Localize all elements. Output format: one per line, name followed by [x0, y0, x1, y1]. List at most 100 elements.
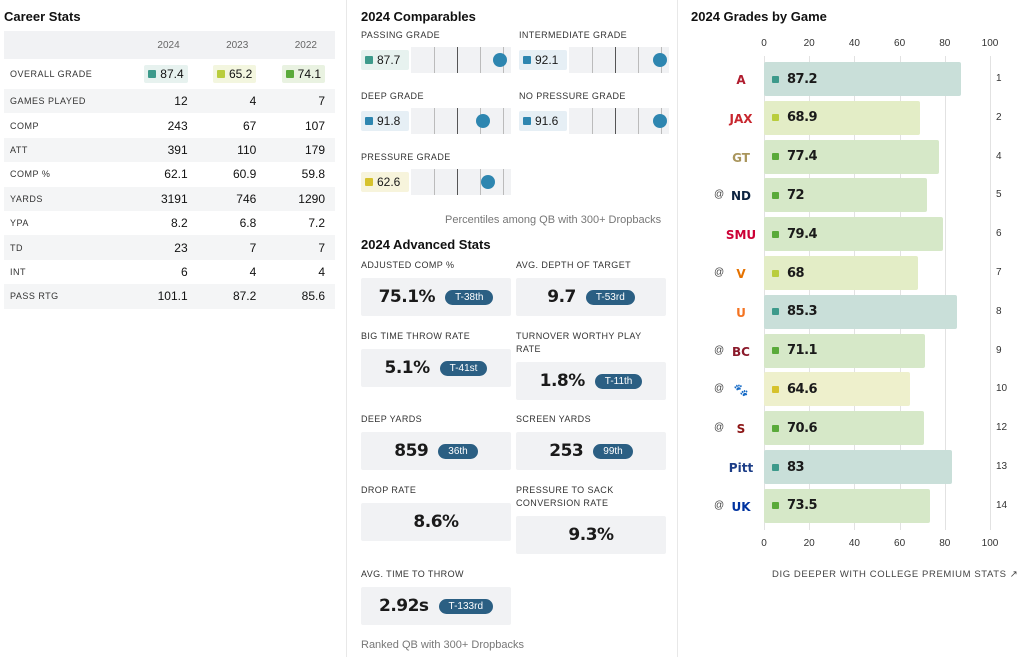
advanced-stat-card: SCREEN YARDS 253 99th [516, 413, 666, 470]
percentile-dot [653, 53, 668, 67]
grade-bar: 70.6 [764, 411, 924, 446]
advanced-stat-card: BIG TIME THROW RATE 5.1% T-41st [361, 330, 511, 387]
stat-cell: 4 [318, 264, 325, 279]
stat-cell: 1290 [266, 186, 335, 211]
grade-badge: 74.1 [281, 65, 325, 83]
rank-badge: T-53rd [585, 289, 635, 305]
advanced-stat-card: DROP RATE 8.6% [361, 484, 511, 541]
stat-cell: 4 [197, 89, 267, 114]
comparable-value: 91.6 [535, 114, 559, 128]
grade-color-square [772, 191, 779, 199]
row-label: GAMES PLAYED [4, 89, 129, 114]
grid-line [809, 56, 811, 530]
axis-tick-label: 60 [894, 38, 906, 49]
away-marker: @ [714, 344, 725, 356]
year-header: 2022 [266, 31, 335, 59]
grade-color-square [285, 70, 294, 78]
stat-cell: 60.9 [232, 167, 257, 182]
axis-tick-label: 60 [894, 538, 906, 549]
grade-bar: 87.2 [764, 62, 962, 96]
grade-badge: 87.4 [144, 65, 188, 83]
game-row[interactable]: @ 🐾 64.6 10 [700, 372, 1020, 408]
stat-cell: 4 [249, 264, 257, 279]
advanced-stat-value: 1.8% [539, 371, 586, 391]
career-stats-title: Career Stats [4, 9, 81, 24]
grade-cell: 87.4 [129, 59, 198, 89]
rank-badge: 99th [593, 443, 633, 459]
game-row[interactable]: GT 77.4 4 [700, 139, 1020, 176]
grade-color-square [365, 56, 373, 64]
advanced-stat-label: DROP RATE [361, 485, 417, 495]
grade-color-square [772, 114, 779, 122]
grade-value: 71.1 [787, 343, 818, 359]
percentile-dot [481, 175, 496, 189]
opponent-logo-icon: 🐾 [733, 383, 749, 398]
week-number: 8 [996, 305, 1002, 317]
grade-color-square [523, 56, 531, 64]
opponent-logo-icon: ND [730, 189, 751, 204]
comparable-label: PASSING GRADE [361, 30, 441, 40]
grid-line [764, 56, 765, 530]
advanced-stat-box: 5.1% T-41st [361, 349, 511, 387]
grade-cell: 65.2 [198, 59, 267, 89]
percentile-tick [434, 47, 435, 73]
comparable-label: PRESSURE GRADE [361, 152, 451, 162]
comparable-value-badge: 91.8 [361, 111, 409, 131]
column-divider [346, 0, 347, 657]
axis-tick-label: 40 [848, 538, 860, 549]
week-number: 10 [996, 383, 1008, 395]
game-row[interactable]: @ S 70.6 12 [700, 411, 1020, 447]
percentile-track [411, 47, 511, 73]
percentile-tick [480, 169, 481, 195]
grade-value: 64.6 [787, 381, 818, 397]
grid-line [854, 56, 856, 530]
grade-value: 87.2 [787, 71, 818, 87]
grid-line [944, 56, 946, 530]
axis-tick-label: 0 [761, 38, 767, 49]
comparable-pressure-grade: PRESSURE GRADE 62.6 [361, 152, 511, 195]
rank-badge: T-38th [445, 289, 494, 305]
game-row[interactable]: @ V 68 7 [700, 256, 1020, 292]
percentile-tick [434, 108, 435, 134]
advanced-stat-card: DEEP YARDS 859 36th [361, 413, 511, 470]
column-divider [677, 0, 678, 657]
grade-bar: 73.5 [764, 488, 931, 523]
percentile-tick [480, 47, 481, 73]
game-row[interactable]: @ UK 73.5 14 [700, 488, 1020, 525]
grade-value: 72 [787, 187, 805, 203]
grade-color-square [772, 269, 779, 277]
percentile-track [411, 108, 511, 134]
grade-value: 65.2 [228, 67, 253, 81]
year-header: 2023 [197, 31, 267, 59]
row-label: YARDS [4, 186, 129, 211]
grade-value: 68 [787, 265, 805, 281]
comparable-no-pressure-grade: NO PRESSURE GRADE 91.6 [519, 91, 669, 134]
game-row[interactable]: @ BC 71.1 9 [700, 333, 1020, 370]
advanced-stat-box: 9.7 T-53rd [516, 278, 666, 316]
grade-value: 85.3 [787, 304, 818, 320]
comparable-intermediate-grade: INTERMEDIATE GRADE 92.1 [519, 30, 669, 73]
grid-line [990, 56, 991, 530]
grade-color-square [365, 178, 373, 186]
stat-cell: 391 [129, 137, 198, 163]
game-row[interactable]: A 87.2 1 [700, 62, 1020, 98]
advanced-stat-label: AVG. DEPTH OF TARGET [516, 260, 632, 270]
advanced-stat-box: 8.6% [361, 503, 511, 541]
grade-bar: 83 [764, 450, 952, 484]
game-row[interactable]: @ ND 72 5 [700, 178, 1020, 214]
game-row[interactable]: SMU 79.4 6 [700, 217, 1020, 253]
game-row[interactable]: Pitt 83 13 [700, 450, 1020, 486]
row-label: TD [4, 235, 129, 260]
percentile-tick [434, 169, 435, 195]
grades-by-game-title: 2024 Grades by Game [691, 9, 827, 24]
table-row: INT 6 4 4 [4, 260, 335, 284]
stat-cell: 85.6 [266, 284, 335, 309]
comparable-value-badge: 91.6 [519, 111, 567, 131]
grade-bar: 71.1 [764, 333, 925, 368]
premium-stats-link[interactable]: DIG DEEPER WITH COLLEGE PREMIUM STATS ↗ [772, 569, 1019, 580]
comparables-title: 2024 Comparables [361, 9, 476, 24]
game-row[interactable]: U 85.3 8 [700, 294, 1020, 331]
week-number: 1 [996, 73, 1002, 84]
advanced-stat-value: 859 [394, 441, 429, 461]
game-row[interactable]: JAX 68.9 2 [700, 100, 1020, 137]
